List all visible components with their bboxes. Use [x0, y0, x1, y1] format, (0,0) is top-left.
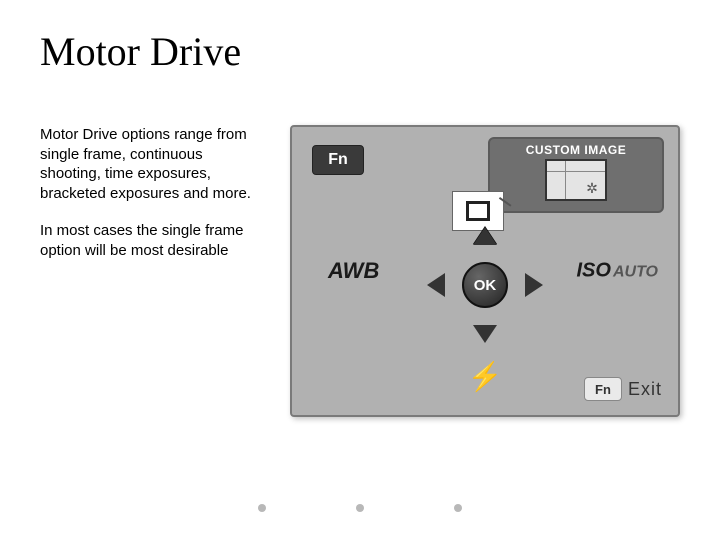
custom-image-label: CUSTOM IMAGE [496, 143, 656, 157]
dot-icon [454, 504, 462, 512]
paragraph-2: In most cases the single frame option wi… [40, 221, 260, 260]
dot-icon [258, 504, 266, 512]
content-row: Motor Drive options range from single fr… [40, 125, 680, 417]
exit-group: Fn Exit [584, 377, 662, 401]
dpad: OK [423, 223, 547, 347]
flash-icon: ⚡ [468, 360, 503, 393]
iso-text: ISO [577, 260, 611, 282]
frame-rectangle-icon [466, 201, 490, 221]
fn-button: Fn [312, 145, 364, 175]
custom-image-callout: CUSTOM IMAGE ✲ [488, 137, 664, 213]
gear-icon: ✲ [585, 181, 599, 195]
arrow-up-icon [473, 227, 497, 245]
fn-small-button: Fn [584, 377, 622, 401]
custom-image-thumb-icon: ✲ [545, 159, 607, 201]
dot-icon [356, 504, 364, 512]
awb-label: AWB [328, 258, 379, 284]
page-title: Motor Drive [40, 28, 680, 75]
iso-auto-text: AUTO [613, 264, 658, 281]
exit-label: Exit [628, 379, 662, 400]
decorative-dots [258, 504, 462, 512]
iso-label: ISOAUTO [577, 260, 659, 283]
slide: Motor Drive Motor Drive options range fr… [0, 0, 720, 540]
text-column: Motor Drive options range from single fr… [40, 125, 260, 278]
arrow-left-icon [427, 273, 445, 297]
paragraph-1: Motor Drive options range from single fr… [40, 125, 260, 203]
ok-button: OK [462, 262, 508, 308]
camera-diagram: Fn CUSTOM IMAGE ✲ AWB ISOAUTO [290, 125, 680, 417]
arrow-right-icon [525, 273, 543, 297]
arrow-down-icon [473, 325, 497, 343]
